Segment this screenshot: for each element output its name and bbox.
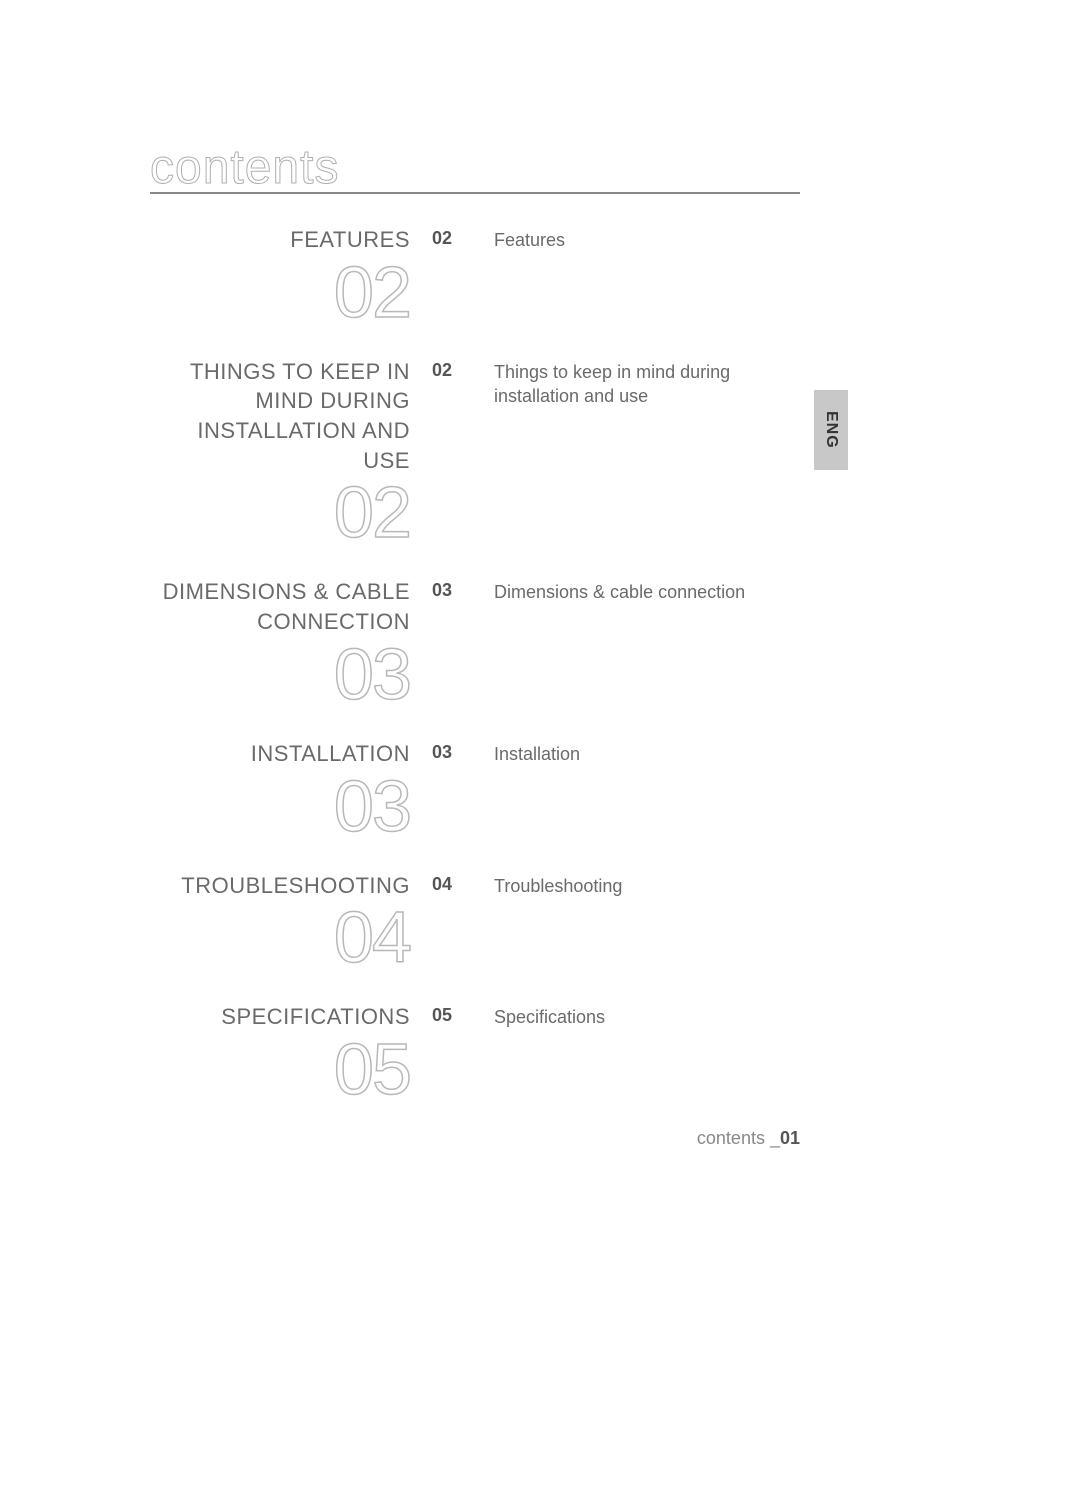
toc-row: THINGS TO KEEP IN MIND DURING INSTALLATI… xyxy=(150,357,800,550)
section-title: DIMENSIONS & CABLE CONNECTION xyxy=(150,577,410,636)
toc-description: Specifications xyxy=(484,1002,800,1029)
toc-description: Dimensions & cable connection xyxy=(484,577,800,604)
toc-page-number: 03 xyxy=(410,739,484,763)
section-title: FEATURES xyxy=(290,225,410,255)
toc-left: SPECIFICATIONS 05 xyxy=(150,1002,410,1106)
page: contents FEATURES 02 02 Features THINGS … xyxy=(0,0,1080,1512)
section-title: SPECIFICATIONS xyxy=(221,1002,410,1032)
toc-page-number: 02 xyxy=(410,225,484,249)
section-title: TROUBLESHOOTING xyxy=(181,871,410,901)
toc-page-number: 04 xyxy=(410,871,484,895)
toc-page-number: 03 xyxy=(410,577,484,601)
language-tab: ENG xyxy=(814,390,848,470)
section-title: INSTALLATION xyxy=(251,739,410,769)
footer-page-number: 01 xyxy=(780,1128,800,1148)
section-big-number: 04 xyxy=(334,902,410,974)
section-big-number: 03 xyxy=(334,639,410,711)
page-footer: contents _01 xyxy=(697,1128,800,1149)
toc-left: THINGS TO KEEP IN MIND DURING INSTALLATI… xyxy=(150,357,410,550)
toc-left: TROUBLESHOOTING 04 xyxy=(150,871,410,975)
toc-row: SPECIFICATIONS 05 05 Specifications xyxy=(150,1002,800,1106)
toc-description: Features xyxy=(484,225,800,252)
page-title: contents xyxy=(150,140,800,197)
section-big-number: 03 xyxy=(334,771,410,843)
header-rule xyxy=(150,192,800,194)
toc-description: Things to keep in mind during installati… xyxy=(484,357,800,409)
page-header: contents xyxy=(150,140,800,197)
section-big-number: 02 xyxy=(334,257,410,329)
section-big-number: 02 xyxy=(334,477,410,549)
toc-page-number: 05 xyxy=(410,1002,484,1026)
toc-left: INSTALLATION 03 xyxy=(150,739,410,843)
toc-row: DIMENSIONS & CABLE CONNECTION 03 03 Dime… xyxy=(150,577,800,710)
toc-page-number: 02 xyxy=(410,357,484,381)
language-label: ENG xyxy=(822,411,840,449)
toc-left: DIMENSIONS & CABLE CONNECTION 03 xyxy=(150,577,410,710)
toc-left: FEATURES 02 xyxy=(150,225,410,329)
toc-description: Troubleshooting xyxy=(484,871,800,898)
footer-label: contents _ xyxy=(697,1128,780,1148)
section-big-number: 05 xyxy=(334,1034,410,1106)
toc-row: INSTALLATION 03 03 Installation xyxy=(150,739,800,843)
toc-row: TROUBLESHOOTING 04 04 Troubleshooting xyxy=(150,871,800,975)
table-of-contents: FEATURES 02 02 Features THINGS TO KEEP I… xyxy=(150,225,800,1134)
toc-row: FEATURES 02 02 Features xyxy=(150,225,800,329)
section-title: THINGS TO KEEP IN MIND DURING INSTALLATI… xyxy=(150,357,410,476)
toc-description: Installation xyxy=(484,739,800,766)
